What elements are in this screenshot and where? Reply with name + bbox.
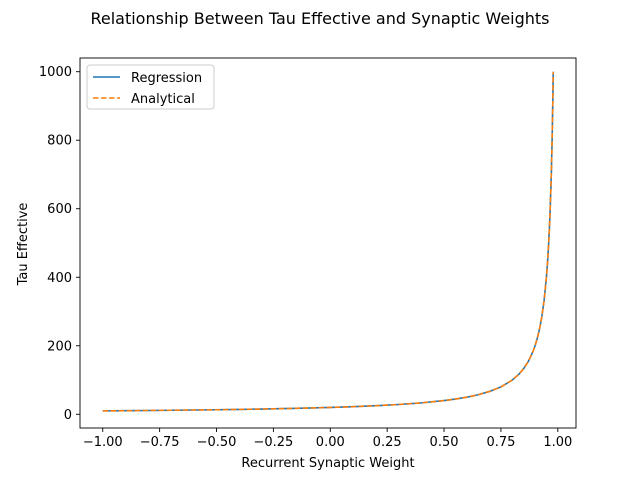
y-tick-label: 0 (64, 408, 72, 423)
x-tick-label: 1.00 (543, 435, 572, 450)
x-tick-label: 0.50 (430, 435, 459, 450)
x-tick-label: 0.00 (316, 435, 345, 450)
x-tick-label: −1.00 (83, 435, 123, 450)
y-tick-label: 1000 (39, 65, 72, 80)
series-line-analytical (102, 71, 555, 412)
y-tick-label: 800 (47, 134, 72, 149)
chart-title: Relationship Between Tau Effective and S… (90, 9, 549, 28)
plot-area (79, 57, 577, 429)
y-axis-label: Tau Effective (16, 203, 31, 287)
x-tick-label: 0.75 (486, 435, 515, 450)
x-axis-label: Recurrent Synaptic Weight (241, 456, 414, 471)
y-tick-label: 400 (47, 271, 72, 286)
x-tick-label: −0.75 (140, 435, 180, 450)
plot-frame (79, 57, 577, 429)
legend-label-regression: Regression (131, 71, 202, 86)
legend-label-analytical: Analytical (131, 92, 195, 107)
x-tick-label: −0.25 (253, 435, 293, 450)
x-tick-label: −0.50 (197, 435, 237, 450)
series-line-regression (102, 71, 555, 412)
y-tick-label: 600 (47, 202, 72, 217)
x-axis: −1.00 −0.75 −0.50 −0.25 0.00 0.25 0.50 0.75 1.00 (83, 428, 572, 450)
y-tick-label: 200 (47, 339, 72, 354)
y-axis: 0 200 400 600 800 1000 (39, 65, 80, 423)
x-tick-label: 0.25 (373, 435, 402, 450)
legend: Regression Analytical (86, 64, 215, 110)
